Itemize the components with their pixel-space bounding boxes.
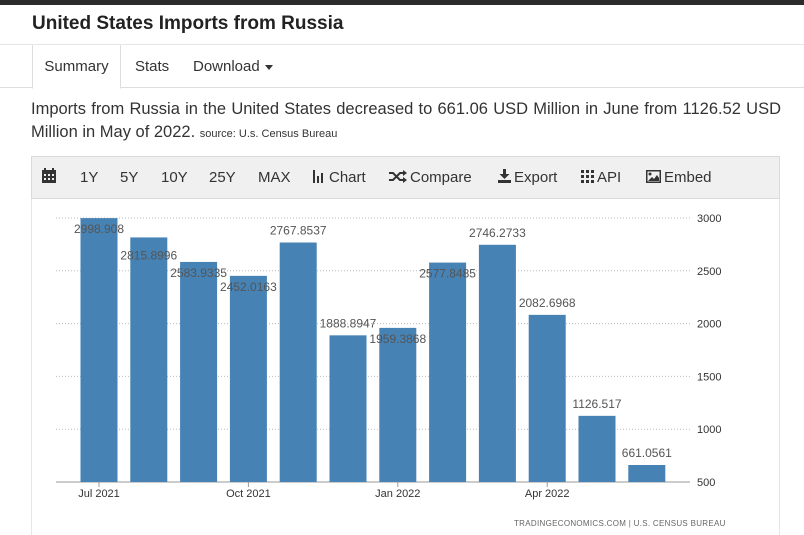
tab-download-label: Download: [193, 58, 260, 75]
range-max-button[interactable]: MAX: [258, 169, 291, 186]
chart-button[interactable]: Chart: [313, 169, 366, 186]
source-label: source: U.s. Census Bureau: [199, 128, 338, 140]
grid-icon: [581, 170, 594, 183]
range-1y-button[interactable]: 1Y: [80, 169, 99, 186]
range-25y-button[interactable]: 25Y: [209, 169, 236, 186]
compare-button-label: Compare: [410, 169, 472, 186]
range-10y-button[interactable]: 10Y: [161, 169, 188, 186]
chart-toolbar: 1Y 5Y 10Y 25Y MAX Chart Compare Export A…: [31, 156, 780, 199]
tab-download[interactable]: Download: [193, 45, 273, 88]
chart-credit: TRADINGECONOMICS.COM | U.S. CENSUS BUREA…: [514, 519, 726, 528]
tab-stats[interactable]: Stats: [135, 58, 170, 75]
chevron-down-icon: [264, 64, 273, 70]
tab-summary[interactable]: Summary: [32, 45, 121, 89]
image-icon: [646, 170, 661, 183]
compare-button[interactable]: Compare: [389, 169, 472, 186]
shuffle-icon: [389, 170, 407, 183]
header: United States Imports from Russia: [0, 5, 804, 45]
chart-container: [31, 199, 780, 535]
range-5y-button[interactable]: 5Y: [120, 169, 139, 186]
summary-text: Imports from Russia in the United States…: [31, 98, 781, 146]
export-button-label: Export: [514, 169, 558, 186]
api-button-label: API: [597, 169, 622, 186]
bar-chart-icon: [313, 170, 323, 183]
tab-bar: Summary Stats Download: [0, 45, 804, 89]
embed-button-label: Embed: [664, 169, 712, 186]
download-icon: [498, 169, 511, 183]
top-bar: [0, 0, 804, 5]
chart-button-label: Chart: [329, 169, 366, 186]
page-title: United States Imports from Russia: [32, 13, 344, 34]
description: Imports from Russia in the United States…: [31, 100, 781, 141]
api-button[interactable]: API: [581, 169, 621, 186]
embed-button[interactable]: Embed: [646, 169, 712, 186]
export-button[interactable]: Export: [498, 169, 557, 186]
calendar-icon[interactable]: [42, 168, 56, 187]
